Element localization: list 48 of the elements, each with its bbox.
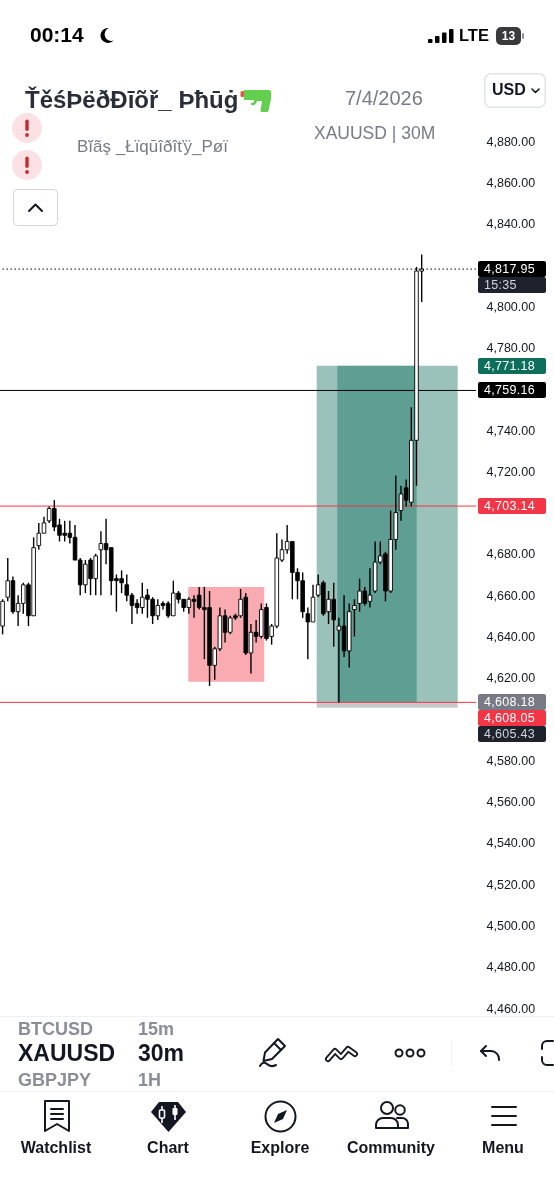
y-tick-label: 4,720.00 [486, 464, 536, 479]
text: 00:14 [30, 23, 84, 46]
ref-line-label: 4,817.95 [478, 261, 546, 278]
text: BTCUSD [18, 1019, 93, 1039]
text: Watchlist [20, 1139, 92, 1156]
text: Menu [482, 1139, 524, 1156]
text: 15m [138, 1019, 175, 1039]
y-tick-label: 4,740.00 [486, 423, 536, 438]
y-tick-label: 4,540.00 [486, 836, 536, 851]
y-tick-label: 4,840.00 [486, 217, 536, 232]
y-tick-label: 4,620.00 [486, 671, 536, 686]
text: 30m [138, 1040, 185, 1066]
y-tick-label: 4,460.00 [486, 1001, 536, 1016]
y-tick-label: 4,640.00 [486, 629, 536, 644]
ref-line-label: 4,759.16 [478, 382, 546, 399]
chart-subtitle: Bĭãş _Łïqūîðîťÿ_Pøï [77, 137, 228, 156]
y-tick-label: 4,520.00 [486, 877, 536, 892]
ref-line-label: 4,608.05 [478, 710, 546, 727]
y-tick-label: 4,560.00 [486, 795, 536, 810]
y-tick-label: 4,480.00 [486, 960, 536, 975]
y-tick-label: 4,580.00 [486, 753, 536, 768]
y-tick-label: 4,780.00 [486, 340, 536, 355]
text: GBPJPY [18, 1070, 92, 1090]
candlestick [352, 598, 357, 638]
annotation: XAUUSD | 30M [314, 123, 436, 143]
text: LTE [459, 26, 489, 44]
y-tick-label: 4,880.00 [486, 134, 536, 149]
y-tick-label: 4,660.00 [486, 588, 536, 603]
y-tick-label: 4,800.00 [486, 299, 536, 314]
chart-title: ŤěśÞëðĐīõř_ Þħūġ [25, 86, 239, 115]
y-tick-label: 4,500.00 [486, 918, 536, 933]
candlestick [124, 573, 130, 603]
text: 13 [501, 29, 516, 43]
text: XAUUSD [18, 1040, 116, 1066]
text: Community [347, 1139, 435, 1156]
text: USD [492, 81, 526, 98]
y-tick-label: 4,860.00 [486, 175, 536, 190]
text: 15:35 [478, 277, 546, 294]
text: 4,605.43 [478, 726, 546, 743]
text: Chart [147, 1139, 189, 1156]
text: 7/4/2026 [345, 87, 423, 109]
band-label: 4,771.18 [478, 357, 546, 374]
candlestick [36, 522, 42, 551]
text: 1H [138, 1070, 162, 1090]
y-tick-label: 4,680.00 [486, 547, 536, 562]
band-label: 4,608.18 [478, 694, 546, 711]
ref-line-label: 4,703.14 [478, 498, 546, 515]
text: Explore [250, 1139, 310, 1156]
